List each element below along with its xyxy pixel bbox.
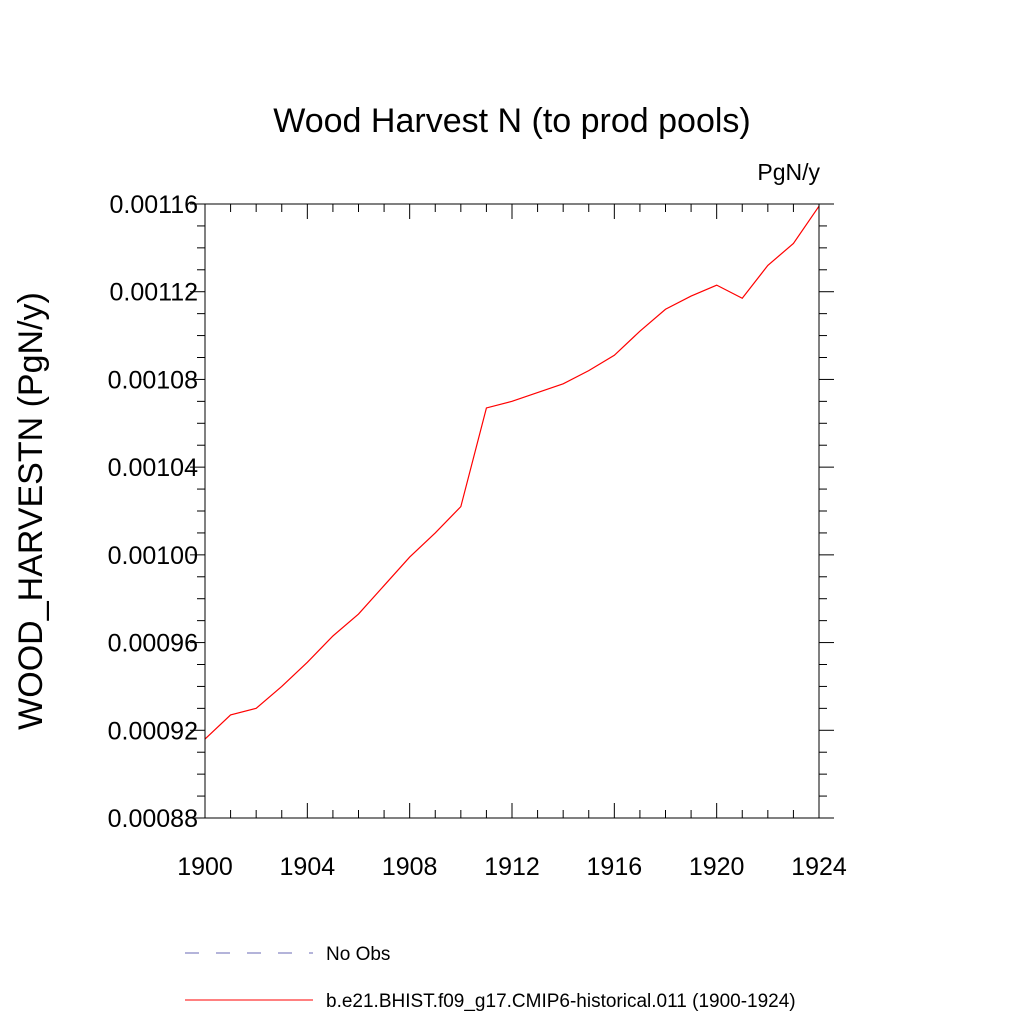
chart-title: Wood Harvest N (to prod pools) <box>273 102 750 140</box>
y-tick-label: 0.00096 <box>108 630 198 658</box>
y-tick-label: 0.00088 <box>108 805 198 833</box>
y-tick-label: 0.00100 <box>108 542 198 570</box>
y-tick-label: 0.00116 <box>109 191 198 219</box>
x-tick-label: 1912 <box>484 853 540 881</box>
x-tick-label: 1920 <box>689 853 745 881</box>
axis-ticks <box>190 203 834 819</box>
legend: No Obs b.e21.BHIST.f09_g17.CMIP6-histori… <box>185 944 796 1012</box>
x-tick-label: 1908 <box>382 853 438 881</box>
x-tick-label: 1900 <box>177 853 233 881</box>
y-tick-label: 0.00112 <box>109 279 198 307</box>
legend-label-no-obs: No Obs <box>326 944 390 965</box>
units-label: PgN/y <box>757 159 820 185</box>
legend-label-historical: b.e21.BHIST.f09_g17.CMIP6-historical.011… <box>326 991 796 1012</box>
y-tick-label: 0.00092 <box>108 717 198 745</box>
x-tick-label: 1904 <box>280 853 336 881</box>
tick-labels: 1900 1904 1908 1912 1916 1920 1924 0.00088 0.000… <box>108 191 847 881</box>
x-tick-label: 1924 <box>791 853 847 881</box>
series-lines <box>204 205 820 740</box>
y-axis-label: WOOD_HARVESTN (PgN/y) <box>12 292 50 730</box>
x-tick-label: 1916 <box>587 853 643 881</box>
plot-frame <box>204 203 820 819</box>
series-line-1 <box>204 205 820 740</box>
y-tick-label: 0.00104 <box>108 454 198 482</box>
y-tick-label: 0.00108 <box>108 366 198 394</box>
